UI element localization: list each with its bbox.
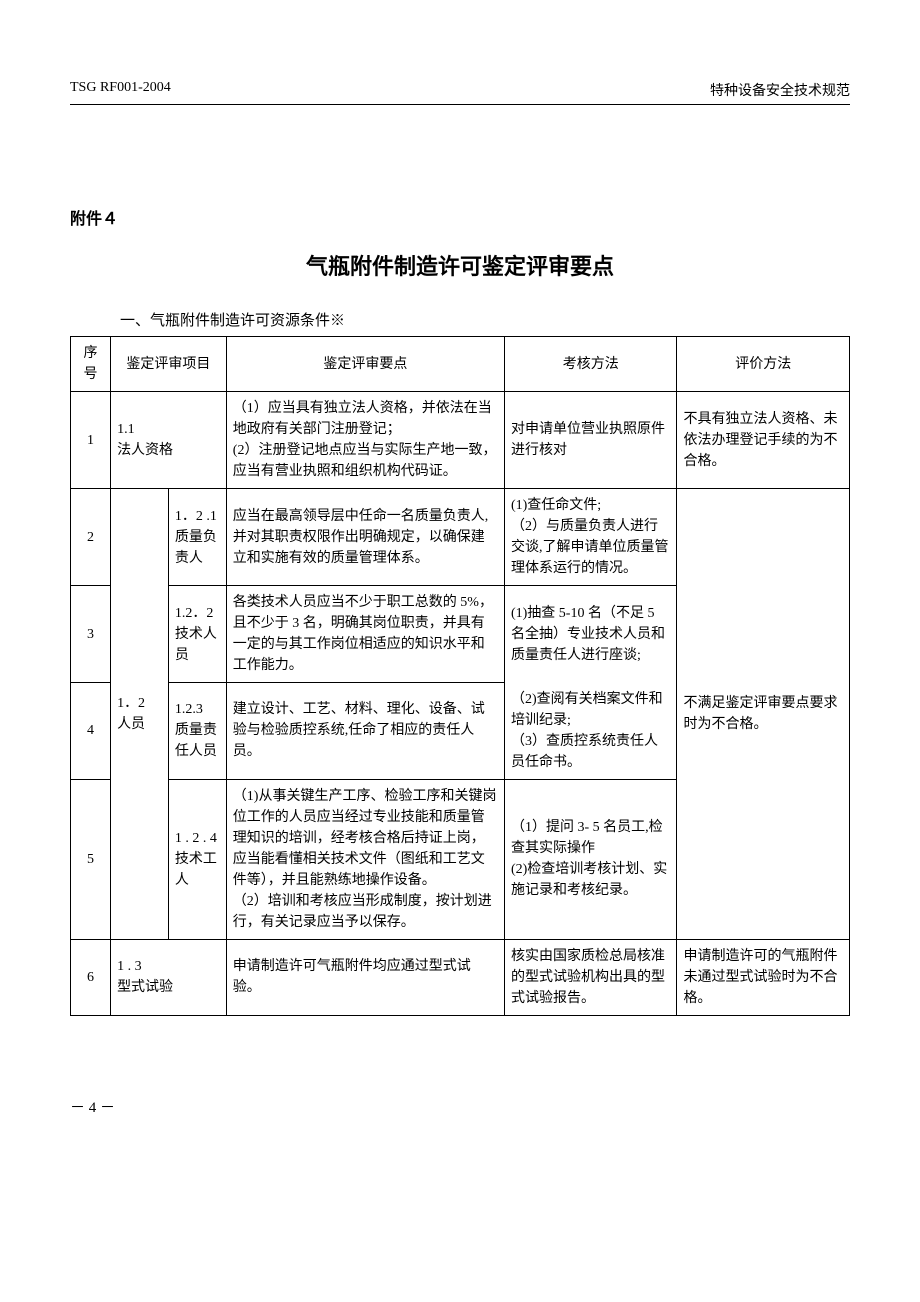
- cell-points: 申请制造许可气瓶附件均应通过型式试验。: [226, 939, 504, 1015]
- cell-points: （1）应当具有独立法人资格，并依法在当地政府有关部门注册登记；(2）注册登记地点…: [226, 392, 504, 489]
- table-header-row: 序号 鉴定评审项目 鉴定评审要点 考核方法 评价方法: [71, 337, 850, 392]
- th-eval: 评价方法: [677, 337, 850, 392]
- review-table: 序号 鉴定评审项目 鉴定评审要点 考核方法 评价方法 1 1.1法人资格 （1）…: [70, 336, 850, 1016]
- cell-item-b: 1.2.3质量责任人员: [168, 683, 226, 780]
- cell-method: (1)抽查 5-10 名（不足 5 名全抽）专业技术人员和质量责任人进行座谈;: [504, 586, 676, 683]
- cell-method: 对申请单位营业执照原件进行核对: [504, 392, 676, 489]
- cell-item: 1 . 3型式试验: [111, 939, 227, 1015]
- cell-seq: 1: [71, 392, 111, 489]
- cell-item-b: 1.2．2技术人员: [168, 586, 226, 683]
- cell-item-b: 1．2 .1质量负责人: [168, 489, 226, 586]
- cell-item-b: 1 . 2 . 4技术工人: [168, 779, 226, 939]
- cell-method: 核实由国家质检总局核准的型式试验机构出具的型式试验报告。: [504, 939, 676, 1015]
- doc-category: 特种设备安全技术规范: [710, 80, 850, 100]
- cell-eval: 申请制造许可的气瓶附件未通过型式试验时为不合格。: [677, 939, 850, 1015]
- th-method: 考核方法: [504, 337, 676, 392]
- cell-points: 建立设计、工艺、材料、理化、设备、试验与检验质控系统,任命了相应的责任人员。: [226, 683, 504, 780]
- cell-points: （1)从事关键生产工序、检验工序和关键岗位工作的人员应当经过专业技能和质量管理知…: [226, 779, 504, 939]
- cell-method: (1)查任命文件;（2）与质量负责人进行交谈,了解申请单位质量管理体系运行的情况…: [504, 489, 676, 586]
- th-seq: 序号: [71, 337, 111, 392]
- section-title: 一、气瓶附件制造许可资源条件※: [120, 309, 850, 330]
- page-footer: － 4 －: [70, 1096, 850, 1117]
- page-header: TSG RF001-2004 特种设备安全技术规范: [70, 80, 850, 105]
- attachment-label: 附件４: [70, 205, 850, 229]
- page-number: － 4 －: [70, 1100, 115, 1116]
- cell-method: （2)查阅有关档案文件和培训纪录;（3）查质控系统责任人员任命书。: [504, 683, 676, 780]
- table-row: 6 1 . 3型式试验 申请制造许可气瓶附件均应通过型式试验。 核实由国家质检总…: [71, 939, 850, 1015]
- th-points: 鉴定评审要点: [226, 337, 504, 392]
- cell-seq: 5: [71, 779, 111, 939]
- cell-seq: 6: [71, 939, 111, 1015]
- cell-seq: 4: [71, 683, 111, 780]
- table-row: 2 1．2人员 1．2 .1质量负责人 应当在最高领导层中任命一名质量负责人,并…: [71, 489, 850, 586]
- doc-code: TSG RF001-2004: [70, 80, 171, 100]
- cell-item: 1.1法人资格: [111, 392, 227, 489]
- cell-points: 各类技术人员应当不少于职工总数的 5%，且不少于 3 名，明确其岗位职责，并具有…: [226, 586, 504, 683]
- cell-seq: 2: [71, 489, 111, 586]
- main-title: 气瓶附件制造许可鉴定评审要点: [70, 249, 850, 281]
- cell-eval: 不满足鉴定评审要点要求时为不合格。: [677, 489, 850, 940]
- cell-method: （1）提问 3- 5 名员工,检查其实际操作(2)检查培训考核计划、实施记录和考…: [504, 779, 676, 939]
- th-item: 鉴定评审项目: [111, 337, 227, 392]
- cell-seq: 3: [71, 586, 111, 683]
- cell-points: 应当在最高领导层中任命一名质量负责人,并对其职责权限作出明确规定，以确保建立和实…: [226, 489, 504, 586]
- table-row: 1 1.1法人资格 （1）应当具有独立法人资格，并依法在当地政府有关部门注册登记…: [71, 392, 850, 489]
- cell-eval: 不具有独立法人资格、未依法办理登记手续的为不合格。: [677, 392, 850, 489]
- cell-item-a: 1．2人员: [111, 489, 169, 940]
